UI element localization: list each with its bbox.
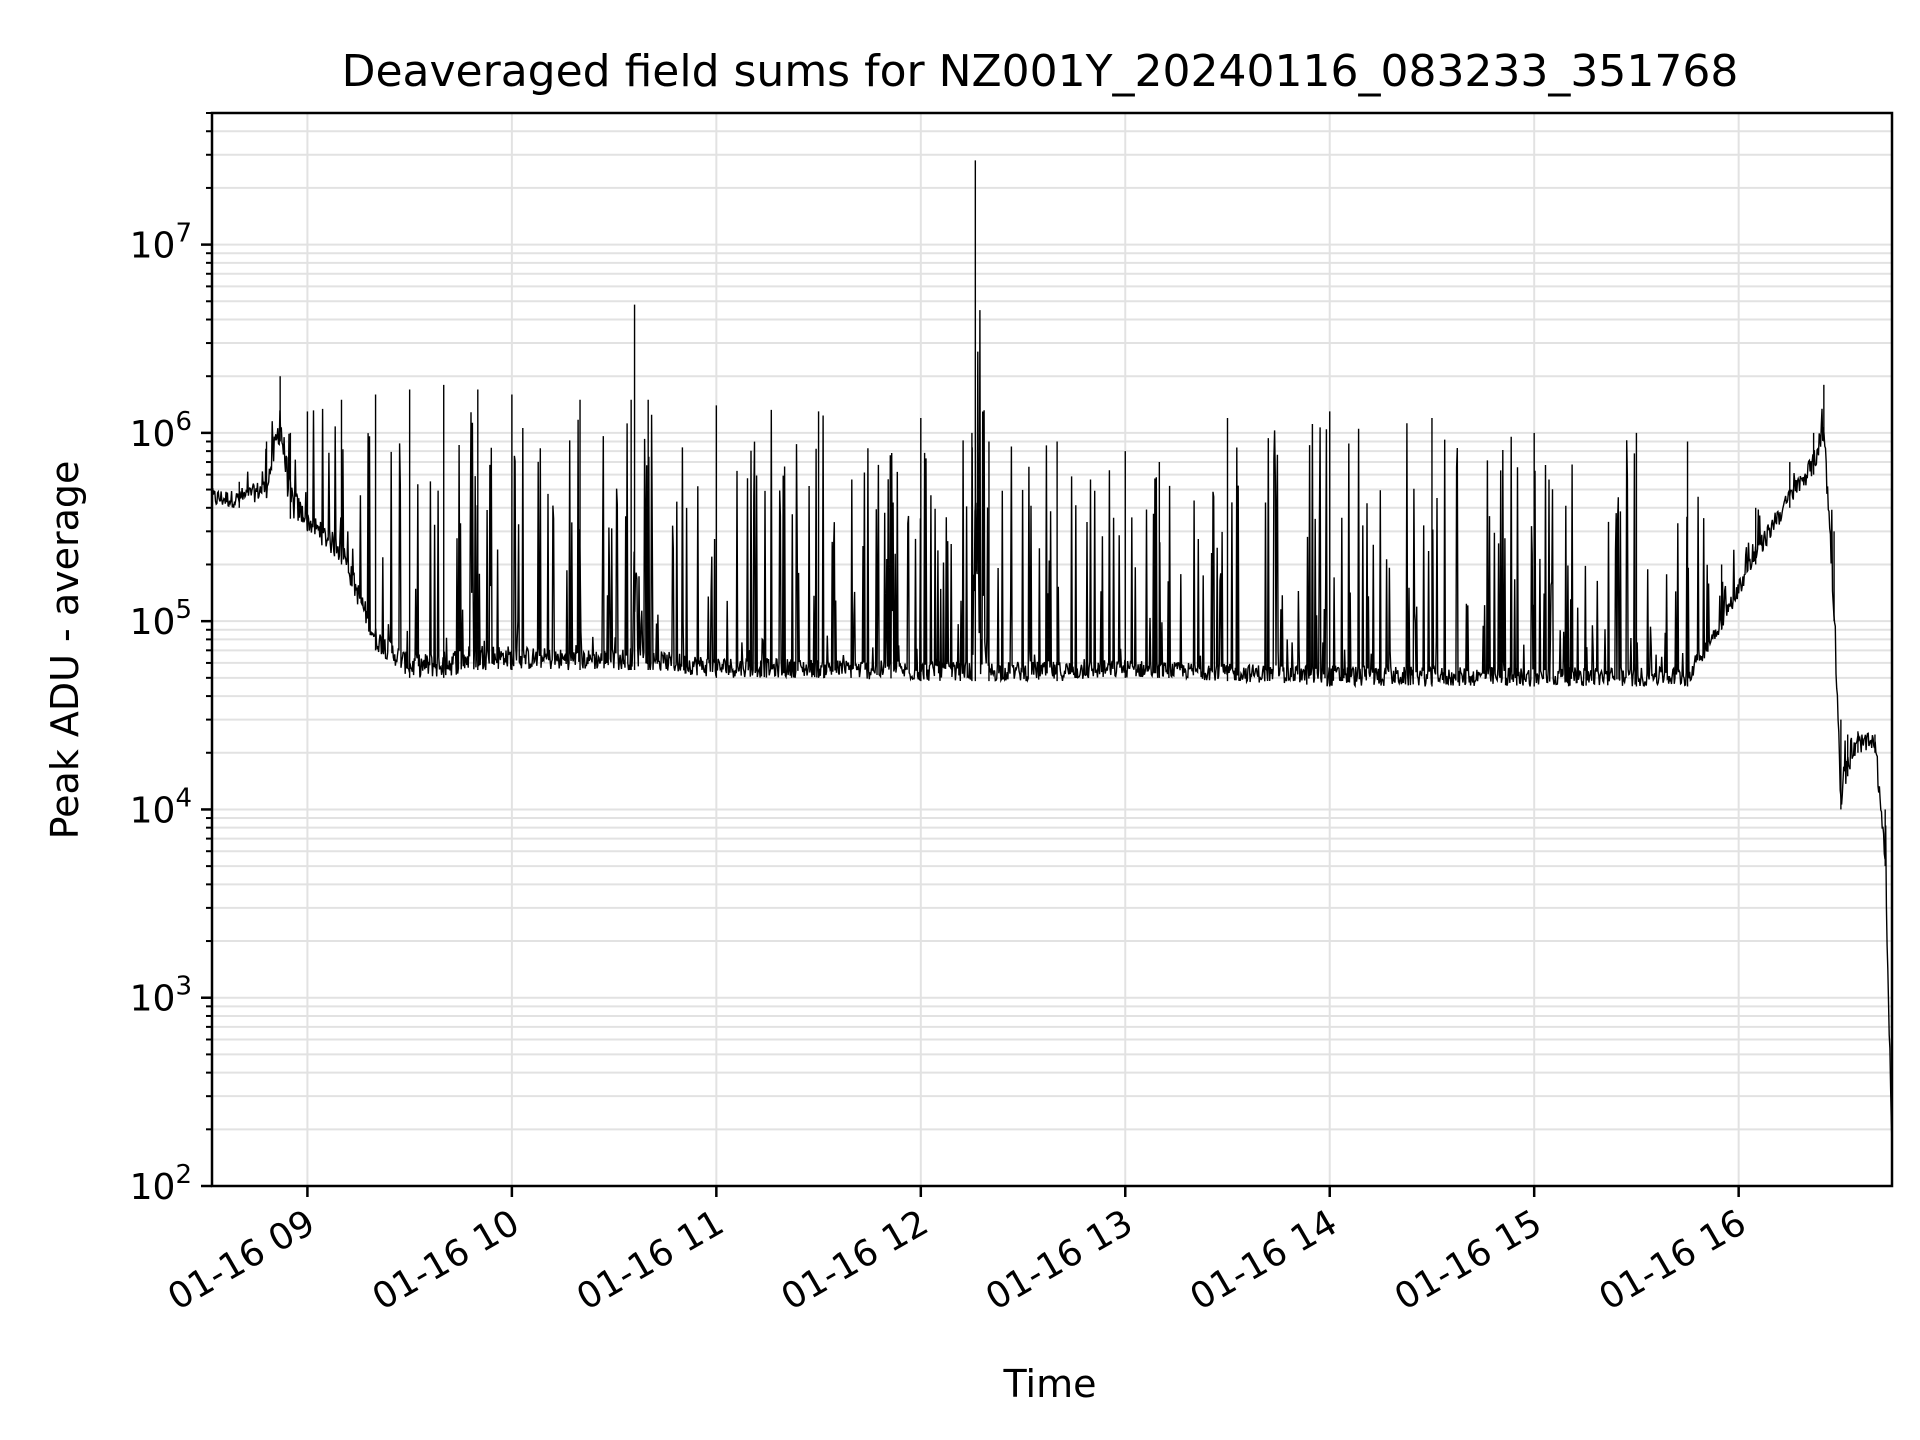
y-tick-label: 102 [130, 1160, 192, 1208]
x-tick-label: 01-16 09 [161, 1202, 322, 1318]
x-tick-label: 01-16 14 [1184, 1202, 1345, 1318]
plot-area [211, 160, 1893, 1153]
x-tick-label: 01-16 15 [1388, 1202, 1549, 1318]
grid [212, 112, 1892, 1187]
x-tick-label: 01-16 10 [366, 1202, 527, 1318]
y-tick-label: 104 [130, 783, 192, 831]
x-tick-label: 01-16 12 [775, 1202, 936, 1318]
x-axis-label: Time [1003, 1362, 1097, 1406]
x-tick-label: 01-16 13 [979, 1202, 1140, 1318]
x-tick-label: 01-16 16 [1592, 1202, 1753, 1318]
y-tick-label: 103 [130, 972, 192, 1020]
x-tick-label: 01-16 11 [570, 1202, 731, 1318]
y-tick-label: 105 [130, 595, 192, 643]
y-axis-label: Peak ADU - average [43, 461, 87, 840]
chart-title: Deaveraged field sums for NZ001Y_2024011… [342, 46, 1739, 97]
x-axis: 01-16 09 01-16 10 01-16 11 01-16 12 01-16 13… [161, 1186, 1753, 1319]
y-tick-label: 107 [130, 219, 192, 267]
y-tick-label: 106 [130, 407, 192, 455]
series-line [211, 310, 1893, 1144]
y-axis: 102 103 104 105 106 107 [130, 112, 212, 1208]
